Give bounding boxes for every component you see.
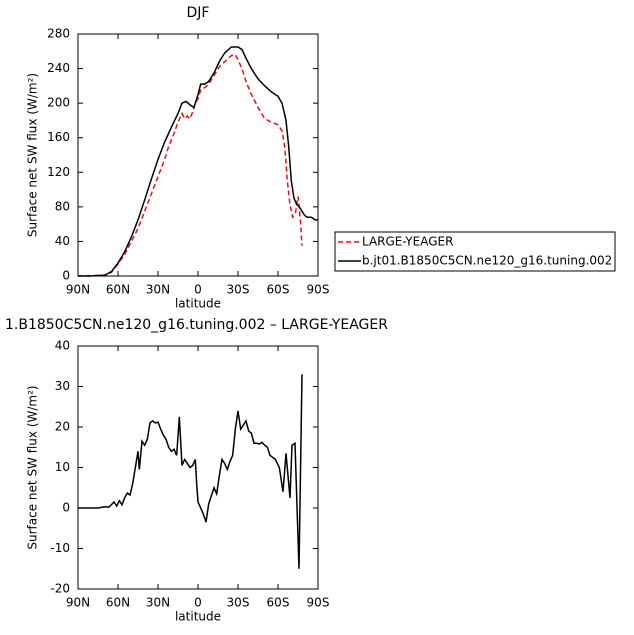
legend-label: LARGE-YEAGER <box>362 235 453 249</box>
y-axis-label: Surface net SW flux (W/m²) <box>26 385 40 549</box>
plot-frame <box>77 345 319 590</box>
y-tick-label: 10 <box>55 460 70 474</box>
y-tick-label: 80 <box>55 199 70 213</box>
x-tick-label: 30N <box>146 283 170 297</box>
y-tick-label: 0 <box>62 501 70 515</box>
x-axis-label: latitude <box>175 297 221 311</box>
y-tick-label: 240 <box>47 61 70 75</box>
y-tick-label: 40 <box>55 234 70 248</box>
x-tick-label: 60S <box>267 596 290 610</box>
plot-frame <box>77 33 319 277</box>
x-tick-label: 60N <box>106 283 130 297</box>
x-tick-label: 90S <box>307 596 330 610</box>
y-tick-label: 0 <box>62 269 70 283</box>
y-tick-label: 30 <box>55 379 70 393</box>
y-tick-label: 200 <box>47 96 70 110</box>
x-tick-label: 30S <box>227 596 250 610</box>
y-tick-label: -10 <box>50 541 70 555</box>
series-line <box>77 53 303 277</box>
x-tick-label: 60N <box>106 596 130 610</box>
y-axis-label: Surface net SW flux (W/m²) <box>26 73 40 237</box>
legend-box <box>334 231 616 272</box>
chart-title: 1.B1850C5CN.ne120_g16.tuning.002 – LARGE… <box>5 317 388 333</box>
x-tick-label: 90S <box>307 283 330 297</box>
y-tick-label: -20 <box>50 582 70 596</box>
legend-label: b.jt01.B1850C5CN.ne120_g16.tuning.002 <box>362 254 612 268</box>
y-tick-label: 160 <box>47 130 70 144</box>
x-tick-label: 60S <box>267 283 290 297</box>
chart-title: DJF <box>187 5 210 21</box>
series-line <box>78 46 318 277</box>
x-axis-label: latitude <box>175 610 221 624</box>
x-tick-label: 0 <box>194 596 202 610</box>
y-tick-label: 40 <box>55 339 70 353</box>
y-tick-label: 20 <box>55 420 70 434</box>
series-line <box>78 374 303 569</box>
x-tick-label: 30S <box>227 283 250 297</box>
y-tick-label: 120 <box>47 165 70 179</box>
x-tick-label: 90N <box>66 283 90 297</box>
y-tick-label: 280 <box>47 27 70 41</box>
x-tick-label: 90N <box>66 596 90 610</box>
x-tick-label: 0 <box>194 283 202 297</box>
x-tick-label: 30N <box>146 596 170 610</box>
